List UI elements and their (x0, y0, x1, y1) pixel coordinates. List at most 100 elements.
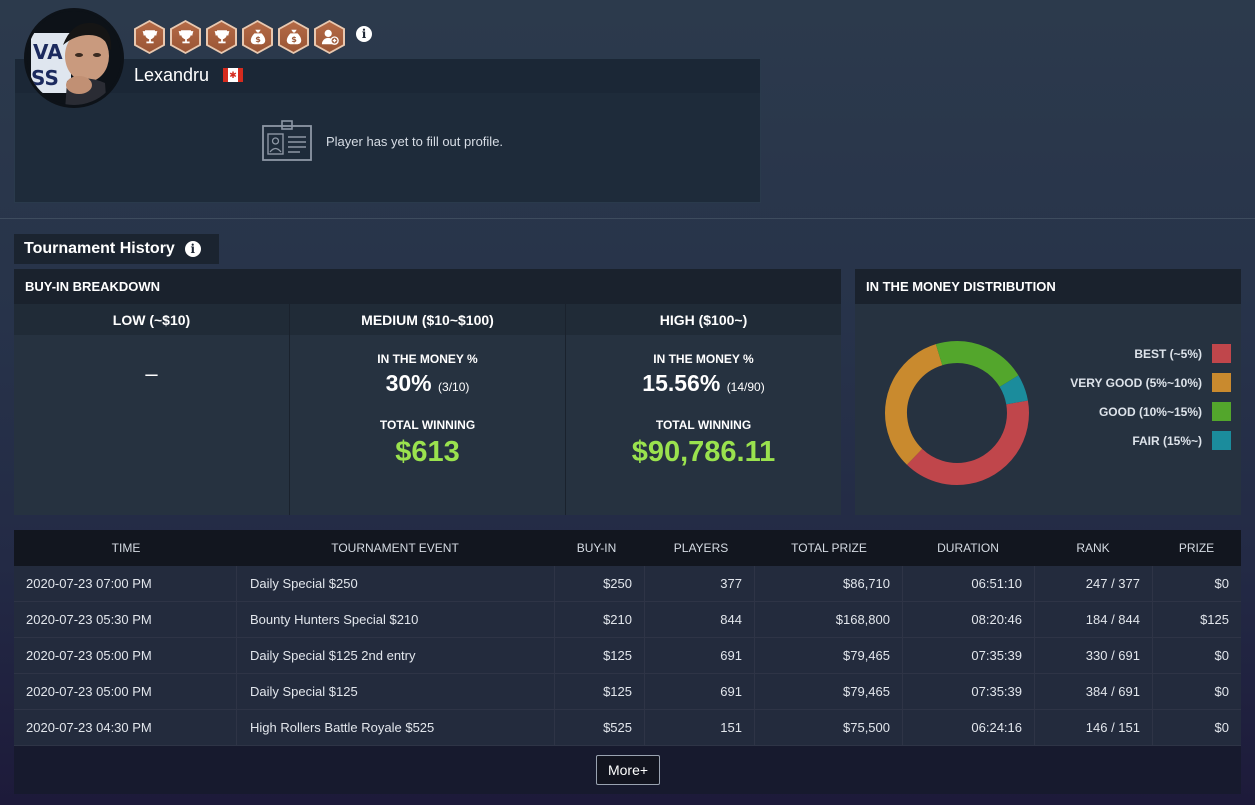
cell-duration: 06:51:10 (902, 566, 1034, 601)
cell-prize: $0 (1152, 710, 1241, 745)
table-row[interactable]: 2020-07-23 05:30 PM Bounty Hunters Speci… (14, 602, 1241, 638)
table-row[interactable]: 2020-07-23 04:30 PM High Rollers Battle … (14, 710, 1241, 746)
profile-empty-message: Player has yet to fill out profile. (326, 134, 504, 149)
high-total-winning-label: TOTAL WINNING (655, 418, 752, 432)
cell-event: High Rollers Battle Royale $525 (236, 710, 554, 745)
money-bag-icon: $ (286, 29, 301, 45)
slice-best[interactable] (885, 341, 1029, 485)
cell-players: 691 (644, 674, 754, 709)
cell-rank: 384 / 691 (1034, 674, 1152, 709)
tab-label: Tournament History (24, 240, 175, 257)
cell-prize: $0 (1152, 674, 1241, 709)
legend-item: BEST (~5%) (1134, 344, 1231, 363)
col-header-duration[interactable]: DURATION (937, 541, 999, 555)
cell-prize: $0 (1152, 566, 1241, 601)
legend-label: VERY GOOD (5%~10%) (1070, 375, 1202, 390)
slice-very-good[interactable] (885, 341, 1029, 485)
add-user-badge[interactable] (314, 20, 345, 54)
trophy-icon (142, 30, 157, 44)
medium-itm-value: 30% (3/10) (385, 370, 470, 396)
col-header-players[interactable]: PLAYERS (673, 541, 729, 555)
cell-time: 2020-07-23 07:00 PM (26, 576, 152, 591)
cell-prize: $0 (1152, 638, 1241, 673)
cell-total-prize: $79,465 (754, 674, 902, 709)
cell-buyin: $525 (554, 710, 644, 745)
buyin-medium-column: MEDIUM ($10~$100) IN THE MONEY % 30% (3/… (290, 304, 565, 515)
slice-good[interactable] (885, 341, 1029, 485)
high-itm-label: IN THE MONEY % (653, 352, 754, 366)
cell-time: 2020-07-23 05:00 PM (26, 684, 152, 699)
buyin-low-empty: – (145, 361, 158, 386)
cell-rank: 146 / 151 (1034, 710, 1152, 745)
column-separator (565, 304, 566, 515)
medium-total-winning-value: $613 (395, 436, 460, 468)
svg-text:SS: SS (31, 66, 59, 90)
high-itm-value: 15.56% (14/90) (642, 370, 765, 396)
cell-total-prize: $75,500 (754, 710, 902, 745)
cell-time: 2020-07-23 05:30 PM (26, 612, 152, 627)
col-header-prize[interactable]: PRIZE (1178, 541, 1215, 555)
legend-item: VERY GOOD (5%~10%) (1070, 373, 1231, 392)
tournament-history-table: TIME TOURNAMENT EVENT BUY-IN PLAYERS TOT… (14, 530, 1241, 794)
trophy-badge[interactable] (170, 20, 201, 54)
col-header-buyin[interactable]: BUY-IN (576, 541, 617, 555)
cell-players: 691 (644, 638, 754, 673)
cell-event: Daily Special $125 2nd entry (236, 638, 554, 673)
col-header-rank[interactable]: RANK (1076, 541, 1110, 555)
cell-buyin: $250 (554, 566, 644, 601)
svg-text:VA: VA (33, 40, 63, 64)
cell-total-prize: $86,710 (754, 566, 902, 601)
trophy-badge[interactable] (134, 20, 165, 54)
profile-card-header (15, 59, 760, 93)
avatar[interactable]: VA SS (24, 8, 124, 108)
profile-card-icon (262, 120, 312, 161)
itm-donut-chart (885, 341, 1029, 485)
legend-swatch (1212, 344, 1231, 363)
trophy-icon (178, 30, 193, 44)
cell-buyin: $210 (554, 602, 644, 637)
trophy-badge[interactable] (206, 20, 237, 54)
badges-info-icon[interactable]: i (356, 26, 372, 42)
legend-label: FAIR (15%~) (1132, 433, 1202, 448)
more-button[interactable]: More+ (596, 755, 660, 785)
table-header: TIME TOURNAMENT EVENT BUY-IN PLAYERS TOT… (14, 530, 1241, 566)
cell-total-prize: $168,800 (754, 602, 902, 637)
money-bag-icon: $ (250, 29, 265, 45)
cell-players: 377 (644, 566, 754, 601)
legend-label: BEST (~5%) (1134, 346, 1202, 361)
col-header-total-prize[interactable]: TOTAL PRIZE (791, 541, 867, 555)
column-separator (289, 304, 290, 515)
buyin-medium-label: MEDIUM ($10~$100) (290, 304, 565, 335)
profile-card (14, 58, 761, 203)
buyin-breakdown-panel: BUY-IN BREAKDOWN LOW (~$10) – MEDIUM ($1… (14, 269, 841, 515)
col-header-time[interactable]: TIME (111, 541, 141, 555)
cell-duration: 07:35:39 (902, 674, 1034, 709)
add-user-icon (321, 29, 339, 45)
cell-rank: 247 / 377 (1034, 566, 1152, 601)
tab-tournament-history[interactable]: Tournament History i (14, 234, 219, 264)
cell-buyin: $125 (554, 638, 644, 673)
legend-swatch (1212, 373, 1231, 392)
canada-flag-icon: ✱ (223, 68, 243, 82)
table-row[interactable]: 2020-07-23 05:00 PM Daily Special $125 $… (14, 674, 1241, 710)
cell-rank: 184 / 844 (1034, 602, 1152, 637)
cell-duration: 07:35:39 (902, 638, 1034, 673)
cell-players: 151 (644, 710, 754, 745)
money-bag-badge[interactable]: $ (242, 20, 273, 54)
medium-total-winning-label: TOTAL WINNING (379, 418, 476, 432)
table-row[interactable]: 2020-07-23 05:00 PM Daily Special $125 2… (14, 638, 1241, 674)
table-row[interactable]: 2020-07-23 07:00 PM Daily Special $250 $… (14, 566, 1241, 602)
cell-total-prize: $79,465 (754, 638, 902, 673)
buyin-high-label: HIGH ($100~) (566, 304, 841, 335)
legend-item: FAIR (15%~) (1132, 431, 1231, 450)
col-header-event[interactable]: TOURNAMENT EVENT (331, 541, 459, 555)
cell-players: 844 (644, 602, 754, 637)
svg-text:$: $ (291, 34, 297, 44)
medium-itm-label: IN THE MONEY % (377, 352, 478, 366)
achievement-badges: $ $ i (134, 20, 372, 54)
money-bag-badge[interactable]: $ (278, 20, 309, 54)
history-info-icon[interactable]: i (184, 241, 201, 257)
itm-distribution-title: IN THE MONEY DISTRIBUTION (855, 269, 1241, 304)
medium-itm-detail: (3/10) (438, 380, 470, 394)
legend-swatch (1212, 431, 1231, 450)
